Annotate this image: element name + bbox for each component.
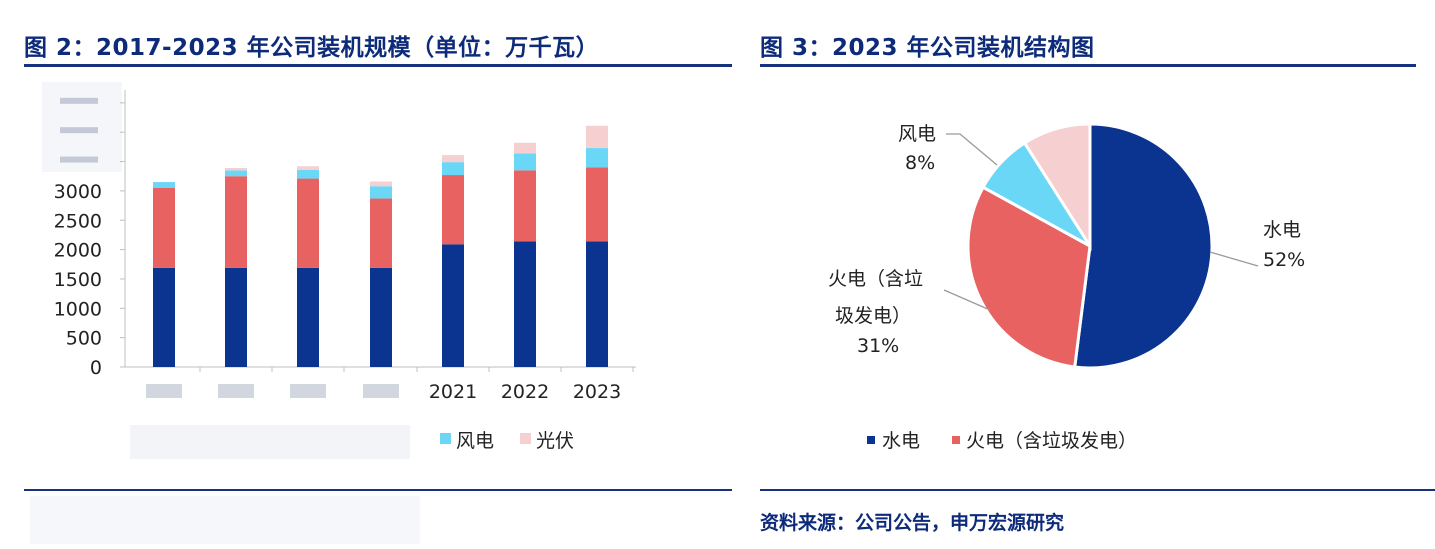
bar-segment xyxy=(514,142,536,154)
obscured-tick-label xyxy=(60,156,98,163)
bar-segment xyxy=(442,162,464,176)
x-tick-label: 2022 xyxy=(501,381,549,403)
pie-slice xyxy=(1022,122,1092,252)
bar-segment xyxy=(225,176,247,268)
leader-line-thermal xyxy=(943,289,991,311)
bar-segment xyxy=(153,182,175,188)
obscured-footer-area xyxy=(30,496,420,544)
bar-segment xyxy=(442,175,464,245)
x-tick-label: 2023 xyxy=(573,381,621,403)
y-tick-label: 0 xyxy=(90,357,102,379)
bar-segment xyxy=(225,168,247,171)
legend-wind-swatch xyxy=(440,433,451,444)
bar-segment xyxy=(514,241,536,367)
legend-solar-label: 光伏 xyxy=(536,430,574,452)
bar-segment xyxy=(586,125,608,149)
leader-line-wind xyxy=(946,133,998,166)
obscured-x-label xyxy=(146,384,182,398)
legend-hydro-swatch xyxy=(867,436,875,444)
bar-segment xyxy=(370,267,392,367)
legend-hydro-label: 水电 xyxy=(882,430,920,452)
left-chart-title: 图 2：2017-2023 年公司装机规模（单位：万千瓦） xyxy=(24,35,600,61)
obscured-x-label xyxy=(218,384,254,398)
stacked-bar-chart: 0 500 1000 1500 2000 2500 3000 2021 2022 2023 风电 光伏 xyxy=(42,82,636,452)
bar-segment xyxy=(586,167,608,242)
right-title-underline xyxy=(760,64,1416,67)
right-chart-title: 图 3：2023 年公司装机结构图 xyxy=(760,35,1095,61)
y-tick-label: 2000 xyxy=(54,240,102,262)
bar-segment xyxy=(225,267,247,367)
callout-thermal-name-1: 火电（含垃 xyxy=(828,268,923,290)
bar-segment xyxy=(370,181,392,187)
bar-segment xyxy=(297,169,319,179)
bar-segment xyxy=(586,241,608,367)
legend-solar-swatch xyxy=(520,433,531,444)
bar-segment xyxy=(225,170,247,177)
leader-line-hydro xyxy=(1209,251,1259,267)
bar-segment xyxy=(153,187,175,268)
obscured-tick-label xyxy=(60,127,98,134)
x-tick-label: 2021 xyxy=(429,381,477,403)
callout-hydro-name: 水电 xyxy=(1263,219,1301,241)
y-tick-label: 1000 xyxy=(54,298,102,320)
legend-thermal-label: 火电（含垃圾发电） xyxy=(966,430,1137,452)
pie-slice xyxy=(1073,122,1214,370)
callout-thermal-pct: 31% xyxy=(857,335,899,357)
bar-segment xyxy=(442,244,464,367)
left-title-underline xyxy=(24,64,732,67)
callout-hydro-pct: 52% xyxy=(1263,249,1305,271)
bar-segment xyxy=(514,170,536,242)
y-tick-label: 1500 xyxy=(54,269,102,291)
source-note: 资料来源：公司公告，申万宏源研究 xyxy=(760,512,1065,534)
bar-segment xyxy=(586,148,608,168)
y-tick-label: 2500 xyxy=(54,210,102,232)
bar-segment xyxy=(297,166,319,170)
left-bottom-rule xyxy=(24,489,732,491)
y-tick-label: 500 xyxy=(66,328,102,350)
legend-thermal-swatch xyxy=(952,436,960,444)
bar-segment xyxy=(514,153,536,171)
pie-slice xyxy=(981,140,1092,248)
pie-slice xyxy=(966,185,1092,369)
bar-segment xyxy=(297,267,319,367)
bar-segment xyxy=(297,178,319,268)
right-bottom-rule xyxy=(760,489,1435,491)
obscured-tick-label xyxy=(60,97,98,104)
callout-wind-pct: 8% xyxy=(905,152,935,174)
obscured-x-label xyxy=(290,384,326,398)
obscured-x-label xyxy=(363,384,399,398)
y-tick-label: 3000 xyxy=(54,181,102,203)
obscured-legend-area xyxy=(130,425,410,459)
callout-wind-name: 风电 xyxy=(898,123,936,145)
callout-thermal-name-2: 圾发电） xyxy=(835,305,911,327)
legend-wind-label: 风电 xyxy=(456,430,494,452)
bar-segment xyxy=(442,155,464,163)
bar-segment xyxy=(370,186,392,199)
bar-segment xyxy=(153,267,175,367)
bar-segment xyxy=(370,198,392,268)
